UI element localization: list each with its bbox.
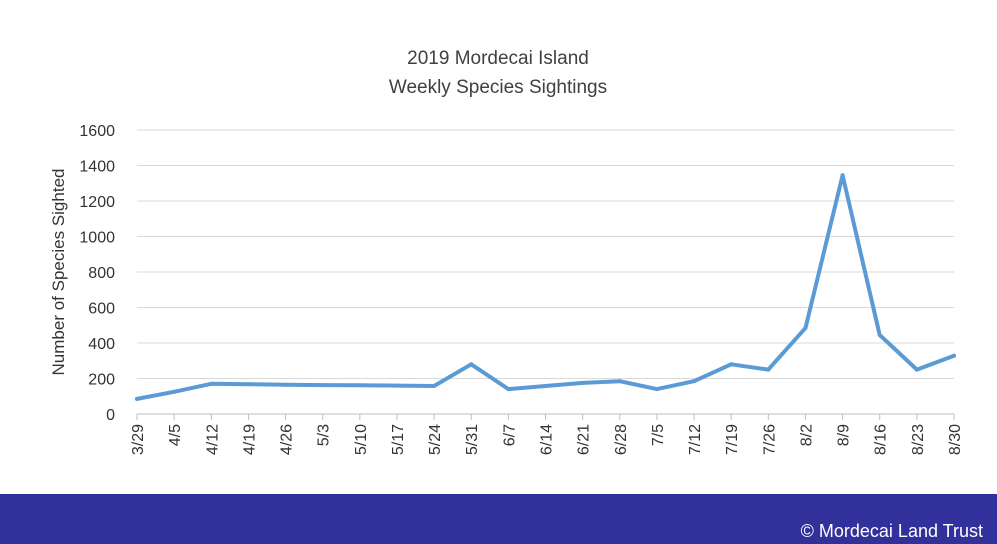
x-tick-label: 5/17 [390,424,407,455]
x-tick-label: 4/12 [204,424,221,455]
x-tick-label: 4/26 [279,424,296,455]
y-tick-label: 800 [88,265,115,282]
x-tick-label: 5/3 [316,424,333,446]
series-layer [135,173,956,401]
x-tick-label: 7/26 [761,424,778,455]
y-tick-label: 1400 [79,159,115,176]
x-tick-label: 6/7 [501,424,518,446]
y-tick-label: 1000 [79,230,115,247]
x-tick-label: 5/31 [464,424,481,455]
x-tick-label: 6/28 [613,424,630,455]
chart-title-line-2: Weekly Species Sightings [389,77,607,98]
x-tick-label: 5/24 [427,424,444,455]
data-point [692,379,697,384]
data-point [877,333,882,338]
species-sightings-chart: 2019 Mordecai Island Weekly Species Sigh… [49,48,964,455]
data-point [543,383,548,388]
x-tick-labels: 3/29 4/5 4/12 4/19 4/26 5/3 5/10 5/17 5/24 5/31 6/… [130,424,964,455]
data-point [654,387,659,392]
chart-title-line-1: 2019 Mordecai Island [407,48,589,69]
copyright-text: © Mordecai Land Trust [800,521,983,541]
data-point [803,325,808,330]
data-point [952,353,956,358]
data-point [283,382,288,387]
x-tick-label: 8/30 [947,424,964,455]
x-tick-label: 8/9 [836,424,853,446]
data-point [172,389,177,394]
x-tick-label: 6/14 [539,424,556,455]
x-tick-label: 7/12 [687,424,704,455]
data-point [246,382,251,387]
gridlines [136,129,955,420]
x-tick-label: 5/10 [353,424,370,455]
y-tick-labels: 0 200 400 600 800 1000 1200 1400 1600 [79,123,115,424]
data-point [506,387,511,392]
y-tick-label: 400 [88,336,115,353]
data-point [357,383,362,388]
data-point [766,367,771,372]
data-point [729,362,734,367]
x-tick-label: 4/19 [241,424,258,455]
data-point [394,383,399,388]
series-line [135,173,956,401]
data-point [840,173,845,178]
x-tick-label: 8/2 [798,424,815,446]
y-tick-label: 1200 [79,194,115,211]
x-tick-label: 6/21 [576,424,593,455]
data-point [617,379,622,384]
data-point [469,362,474,367]
data-point [135,396,139,401]
data-point [209,381,214,386]
y-tick-label: 0 [106,407,115,424]
y-tick-label: 600 [88,301,115,318]
footer-bar: © Mordecai Land Trust [0,494,997,544]
data-point [432,383,437,388]
data-point [914,367,919,372]
x-tick-label: 7/19 [724,424,741,455]
x-tick-label: 8/23 [910,424,927,455]
y-tick-label: 1600 [79,123,115,140]
x-tick-label: 3/29 [130,424,147,455]
x-tick-label: 4/5 [167,424,184,446]
data-point [580,380,585,385]
y-tick-label: 200 [88,372,115,389]
x-tick-label: 7/5 [650,424,667,446]
data-point [320,383,325,388]
x-tick-label: 8/16 [873,424,890,455]
y-axis-label: Number of Species Sighted [49,169,68,376]
